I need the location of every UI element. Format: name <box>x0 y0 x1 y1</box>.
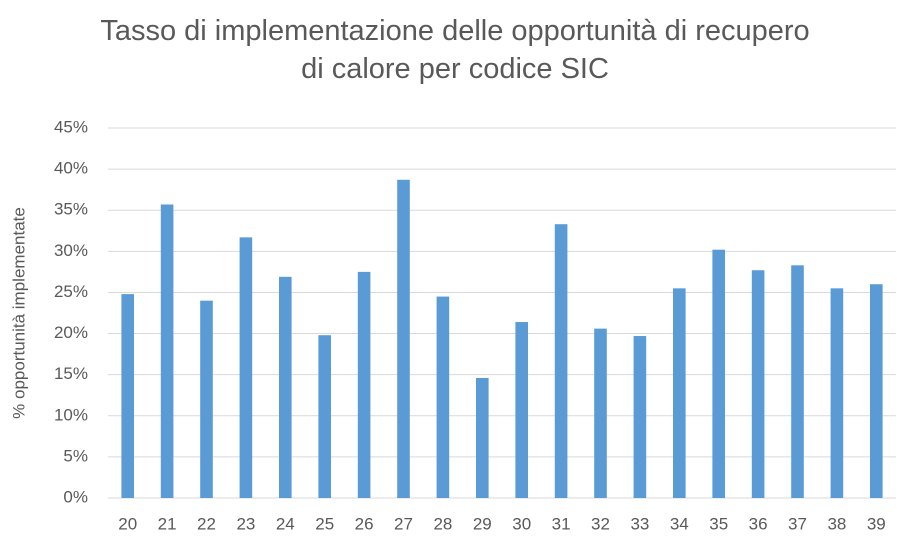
bar <box>121 294 135 498</box>
bar <box>475 377 489 498</box>
bar <box>515 322 529 498</box>
bar <box>672 288 686 498</box>
bar <box>200 300 213 498</box>
x-tick-label: 21 <box>158 514 177 533</box>
x-tick-label: 26 <box>355 514 374 533</box>
x-tick-label: 25 <box>315 514 334 533</box>
bar <box>869 284 883 498</box>
x-tick-label: 27 <box>394 514 413 533</box>
y-tick-label: 5% <box>63 446 88 465</box>
x-tick-label: 35 <box>709 514 728 533</box>
y-tick-label: 15% <box>54 364 88 383</box>
x-tick-label: 24 <box>276 514 295 533</box>
y-tick-label: 35% <box>54 200 88 219</box>
y-tick-label: 10% <box>54 405 88 424</box>
y-tick-label: 30% <box>54 241 88 260</box>
x-tick-label: 32 <box>591 514 610 533</box>
y-tick-label: 20% <box>54 323 88 342</box>
x-tick-label: 38 <box>827 514 846 533</box>
bar <box>239 237 253 498</box>
y-tick-label: 25% <box>54 282 88 301</box>
x-tick-label: 37 <box>788 514 807 533</box>
bar <box>554 224 568 498</box>
bar <box>436 296 450 498</box>
x-tick-label: 39 <box>867 514 886 533</box>
x-tick-label: 30 <box>512 514 531 533</box>
x-tick-label: 31 <box>552 514 571 533</box>
bar <box>830 288 844 498</box>
x-tick-label: 33 <box>630 514 649 533</box>
bar <box>712 249 726 498</box>
bar <box>633 336 647 498</box>
bar <box>751 270 765 498</box>
x-tick-label: 29 <box>473 514 492 533</box>
bar <box>278 276 292 498</box>
x-tick-label: 28 <box>433 514 452 533</box>
y-tick-label: 0% <box>63 487 88 506</box>
x-tick-label: 20 <box>118 514 137 533</box>
y-tick-label: 40% <box>54 159 88 178</box>
y-axis-label: % opportunità implementate <box>9 207 28 419</box>
bar <box>594 328 607 498</box>
bar <box>357 271 371 498</box>
bar <box>397 179 410 499</box>
x-tick-label: 34 <box>670 514 689 533</box>
bar <box>791 265 804 498</box>
bar <box>318 335 332 498</box>
y-tick-label: 45% <box>54 117 88 136</box>
x-tick-label: 36 <box>749 514 768 533</box>
bar <box>160 204 174 498</box>
x-tick-label: 23 <box>236 514 255 533</box>
x-tick-label: 22 <box>197 514 216 533</box>
chart-title: Tasso di implementazione delle opportuni… <box>100 15 810 85</box>
